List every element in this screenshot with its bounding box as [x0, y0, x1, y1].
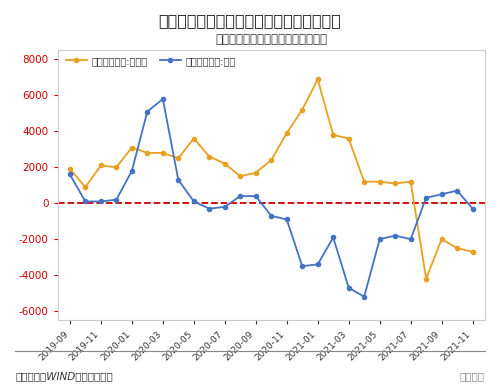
- 非金融性公司:中长贷: [330, 133, 336, 137]
- 非金融性公司:短贷: [253, 194, 259, 198]
- 非金融性公司:中长贷: [176, 156, 182, 161]
- Line: 非金融性公司:中长贷: 非金融性公司:中长贷: [68, 77, 474, 281]
- 非金融性公司:中长贷: [438, 237, 444, 241]
- 非金融性公司:中长贷: [144, 151, 150, 155]
- 非金融性公司:短贷: [176, 178, 182, 182]
- 非金融性公司:中长贷: [98, 163, 104, 168]
- 非金融性公司:中长贷: [67, 167, 73, 171]
- 非金融性公司:中长贷: [114, 165, 119, 170]
- Text: 非金融性公司贷款：当月同比变化（亿元）: 非金融性公司贷款：当月同比变化（亿元）: [158, 14, 342, 29]
- 非金融性公司:短贷: [346, 286, 352, 290]
- Line: 非金融性公司:短贷: 非金融性公司:短贷: [68, 97, 474, 299]
- 非金融性公司:短贷: [470, 206, 476, 211]
- 非金融性公司:短贷: [238, 194, 244, 198]
- 非金融性公司:中长贷: [191, 136, 197, 141]
- Text: 资料来源：WIND，财信研究院: 资料来源：WIND，财信研究院: [15, 371, 113, 381]
- 非金融性公司:中长贷: [408, 179, 414, 184]
- 非金融性公司:短贷: [206, 206, 212, 211]
- 非金融性公司:短贷: [67, 172, 73, 177]
- 非金融性公司:短贷: [129, 168, 135, 173]
- 非金融性公司:短贷: [284, 217, 290, 222]
- 非金融性公司:短贷: [114, 197, 119, 202]
- 非金融性公司:短贷: [314, 262, 320, 267]
- 非金融性公司:中长贷: [346, 136, 352, 141]
- 非金融性公司:短贷: [376, 237, 382, 241]
- 非金融性公司:短贷: [268, 213, 274, 218]
- 非金融性公司:中长贷: [268, 158, 274, 163]
- 非金融性公司:中长贷: [160, 151, 166, 155]
- 非金融性公司:中长贷: [361, 179, 367, 184]
- Title: 非金融性公司贷款同比变化（亿元）: 非金融性公司贷款同比变化（亿元）: [215, 33, 327, 47]
- 非金融性公司:短贷: [160, 97, 166, 101]
- 非金融性公司:短贷: [408, 237, 414, 241]
- 非金融性公司:中长贷: [238, 174, 244, 178]
- 非金融性公司:短贷: [438, 192, 444, 197]
- 非金融性公司:短贷: [144, 109, 150, 114]
- Legend: 非金融性公司:中长贷, 非金融性公司:短贷: 非金融性公司:中长贷, 非金融性公司:短贷: [62, 52, 240, 69]
- 非金融性公司:短贷: [423, 196, 429, 200]
- 非金融性公司:中长贷: [206, 154, 212, 159]
- 非金融性公司:短贷: [330, 235, 336, 240]
- 非金融性公司:中长贷: [423, 276, 429, 281]
- 非金融性公司:短贷: [82, 199, 88, 204]
- 非金融性公司:中长贷: [376, 179, 382, 184]
- 非金融性公司:中长贷: [222, 161, 228, 166]
- 非金融性公司:中长贷: [392, 181, 398, 186]
- 非金融性公司:中长贷: [454, 246, 460, 251]
- 非金融性公司:短贷: [222, 204, 228, 209]
- 非金融性公司:短贷: [392, 233, 398, 238]
- 非金融性公司:中长贷: [470, 249, 476, 254]
- 非金融性公司:中长贷: [129, 145, 135, 150]
- 非金融性公司:短贷: [299, 264, 305, 268]
- 非金融性公司:短贷: [98, 199, 104, 204]
- 非金融性公司:短贷: [191, 199, 197, 204]
- 非金融性公司:短贷: [361, 294, 367, 299]
- 非金融性公司:中长贷: [82, 185, 88, 189]
- 非金融性公司:中长贷: [253, 170, 259, 175]
- 非金融性公司:中长贷: [299, 107, 305, 112]
- Text: 明察宏观: 明察宏观: [460, 371, 485, 381]
- 非金融性公司:中长贷: [314, 77, 320, 81]
- 非金融性公司:短贷: [454, 188, 460, 193]
- 非金融性公司:中长贷: [284, 131, 290, 135]
